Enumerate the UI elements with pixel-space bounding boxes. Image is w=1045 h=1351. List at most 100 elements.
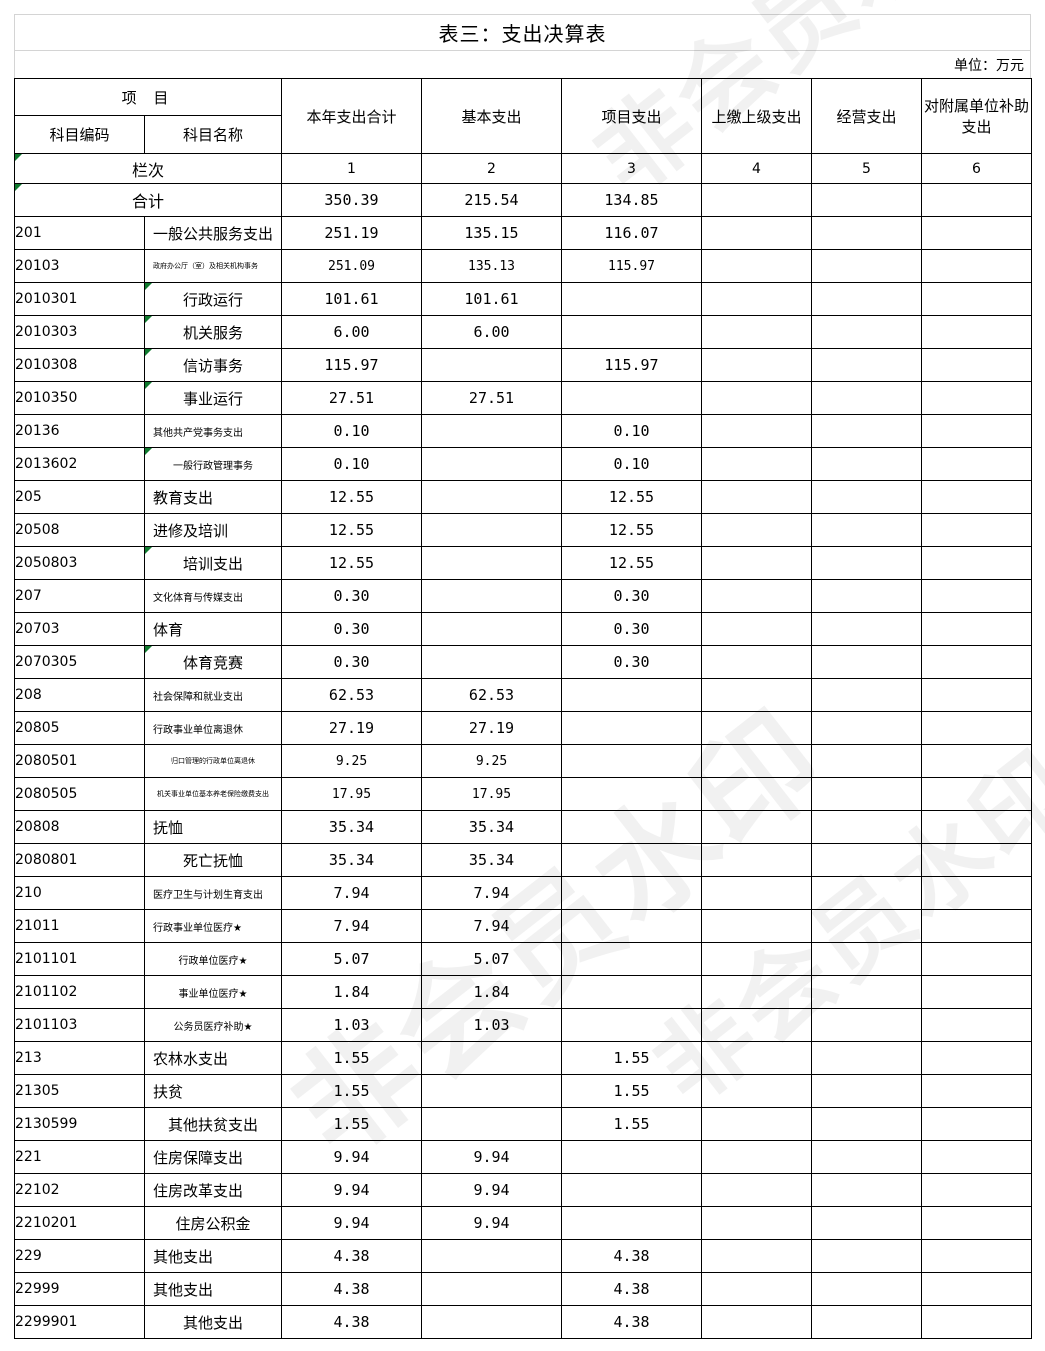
subject-code: 201 (14, 216, 145, 250)
table-row-total: 合计 350.39 215.54 134.85 (14, 183, 1032, 217)
cell-v3 (561, 315, 702, 349)
table-row: 21011 行政事业单位医疗★ 7.94 7.94 (14, 909, 1032, 943)
subject-name: 行政事业单位离退休 (144, 711, 282, 745)
cell-v4 (701, 612, 812, 646)
total-v1: 350.39 (281, 183, 422, 217)
header-row-numbers: 栏次 1 2 3 4 5 6 (14, 153, 1032, 184)
cell-v5 (811, 480, 922, 514)
subject-name: 农林水支出 (144, 1041, 282, 1075)
cell-v6 (921, 1305, 1032, 1339)
cell-v5 (811, 513, 922, 547)
cell-v2: 9.94 (421, 1140, 562, 1174)
subject-name: 住房公积金 (144, 1206, 282, 1240)
subject-code: 2013602 (14, 447, 145, 481)
total-v5 (811, 183, 922, 217)
cell-v3: 12.55 (561, 480, 702, 514)
cell-v6 (921, 1206, 1032, 1240)
subject-code: 210 (14, 876, 145, 910)
column-number-5: 5 (811, 153, 922, 184)
header-col-v2: 基本支出 (421, 78, 562, 154)
cell-v5 (811, 678, 922, 712)
cell-v5 (811, 711, 922, 745)
cell-v3 (561, 381, 702, 415)
cell-v3 (561, 711, 702, 745)
cell-v5 (811, 843, 922, 877)
column-number-label: 栏次 (14, 153, 282, 184)
cell-v4 (701, 942, 812, 976)
cell-v5 (811, 777, 922, 811)
cell-v1: 9.25 (281, 744, 422, 778)
cell-v6 (921, 1107, 1032, 1141)
subject-name: 扶贫 (144, 1074, 282, 1108)
subject-code: 205 (14, 480, 145, 514)
cell-v1: 9.94 (281, 1140, 422, 1174)
cell-v6 (921, 744, 1032, 778)
subject-code: 2101102 (14, 975, 145, 1009)
cell-v3: 0.10 (561, 447, 702, 481)
subject-name: 体育竞赛 (144, 645, 282, 679)
cell-v3 (561, 975, 702, 1009)
cell-v6 (921, 1272, 1032, 1306)
total-v4 (701, 183, 812, 217)
cell-v5 (811, 348, 922, 382)
cell-v5 (811, 381, 922, 415)
cell-v1: 17.95 (281, 777, 422, 811)
table-row: 20136 其他共产党事务支出 0.10 0.10 (14, 414, 1032, 448)
subject-name: 一般行政管理事务 (144, 447, 282, 481)
header-col-v3: 项目支出 (561, 78, 702, 154)
table-row: 2210201 住房公积金 9.94 9.94 (14, 1206, 1032, 1240)
cell-v4 (701, 480, 812, 514)
cell-v1: 101.61 (281, 282, 422, 316)
spreadsheet-sheet: 表三：支出决算表 单位：万元 项 目 本年支出合计 基本支出 项目支出 上缴上级… (14, 14, 1032, 1339)
cell-v1: 0.30 (281, 579, 422, 613)
header-group-item: 项 目 (14, 78, 282, 116)
cell-v5 (811, 1140, 922, 1174)
cell-v6 (921, 414, 1032, 448)
subject-name: 公务员医疗补助★ (144, 1008, 282, 1042)
header-row-top: 项 目 本年支出合计 基本支出 项目支出 上缴上级支出 经营支出 对附属单位补助… (14, 78, 1032, 154)
subject-code: 20103 (14, 249, 145, 283)
cell-v2 (421, 579, 562, 613)
header-row-sub: 科目编码 科目名称 (14, 115, 1032, 154)
cell-v3: 1.55 (561, 1107, 702, 1141)
column-number-3: 3 (561, 153, 702, 184)
cell-v1: 115.97 (281, 348, 422, 382)
cell-v5 (811, 546, 922, 580)
header-col-v1: 本年支出合计 (281, 78, 422, 154)
cell-v2: 135.13 (421, 249, 562, 283)
cell-v3 (561, 1173, 702, 1207)
cell-v5 (811, 282, 922, 316)
cell-v5 (811, 612, 922, 646)
cell-v3: 0.30 (561, 612, 702, 646)
subject-name: 医疗卫生与计划生育支出 (144, 876, 282, 910)
cell-v2 (421, 480, 562, 514)
cell-v5 (811, 1239, 922, 1273)
subject-name: 文化体育与传媒支出 (144, 579, 282, 613)
cell-v4 (701, 1272, 812, 1306)
table-row: 22102 住房改革支出 9.94 9.94 (14, 1173, 1032, 1207)
cell-v1: 9.94 (281, 1206, 422, 1240)
cell-v6 (921, 942, 1032, 976)
subject-code: 207 (14, 579, 145, 613)
subject-name: 其他扶贫支出 (144, 1107, 282, 1141)
cell-v1: 0.30 (281, 612, 422, 646)
cell-v4 (701, 1305, 812, 1339)
total-v6 (921, 183, 1032, 217)
cell-v3: 115.97 (561, 249, 702, 283)
cell-v5 (811, 876, 922, 910)
table-row: 2010350 事业运行 27.51 27.51 (14, 381, 1032, 415)
cell-v5 (811, 1107, 922, 1141)
cell-v2: 35.34 (421, 810, 562, 844)
subject-name: 其他支出 (144, 1305, 282, 1339)
cell-v4 (701, 1173, 812, 1207)
table-row: 2010308 信访事务 115.97 115.97 (14, 348, 1032, 382)
subject-code: 20805 (14, 711, 145, 745)
cell-v1: 1.84 (281, 975, 422, 1009)
cell-v6 (921, 876, 1032, 910)
header-col-code: 科目编码 (14, 115, 145, 154)
subject-code: 2070305 (14, 645, 145, 679)
cell-v6 (921, 1074, 1032, 1108)
cell-v6 (921, 546, 1032, 580)
cell-v2 (421, 1041, 562, 1075)
table-row: 20703 体育 0.30 0.30 (14, 612, 1032, 646)
